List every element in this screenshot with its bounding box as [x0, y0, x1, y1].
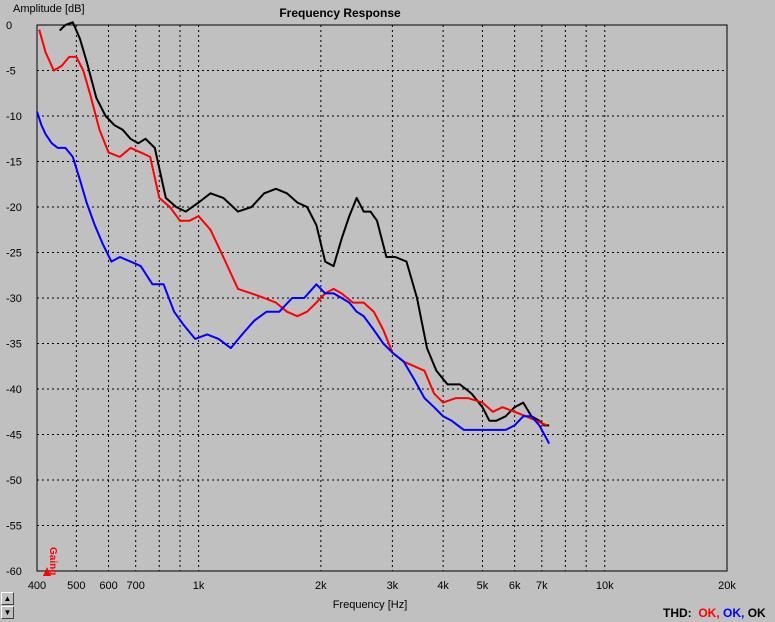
thd-label: THD:: [663, 606, 692, 620]
series-line: [38, 29, 548, 427]
y-tick-label: -60: [6, 566, 22, 578]
x-tick-label: 1k: [193, 580, 205, 592]
gaing-annotation: Gaing: [43, 547, 58, 576]
x-tick-label: 6k: [509, 580, 521, 592]
y-tick-label: -50: [6, 475, 22, 487]
x-tick-label: 2k: [315, 580, 327, 592]
gaing-label: Gaing: [47, 547, 58, 575]
y-tick-label: -40: [6, 384, 22, 396]
x-tick-label: 600: [99, 580, 117, 592]
y-tick-label: 0: [6, 20, 12, 32]
y-tick-label: -45: [6, 430, 22, 442]
thd-value-black: OK: [747, 606, 766, 620]
x-tick-label: 700: [127, 580, 145, 592]
x-tick-label: 3k: [387, 580, 399, 592]
tick-labels: 0 -5 -10 -15 -20 -25 -30 -35 -40 -45 -50 -55 -60 400 5…: [6, 20, 736, 592]
y-tick-label: -55: [6, 521, 22, 533]
scroll-stepper[interactable]: ▲ ▼: [1, 592, 14, 620]
y-tick-label: -20: [6, 202, 22, 214]
x-tick-label: 400: [28, 580, 46, 592]
y-tick-label: -35: [6, 339, 22, 351]
y-axis-label: Amplitude [dB]: [13, 3, 85, 15]
y-tick-label: -25: [6, 248, 22, 260]
series-line: [36, 111, 551, 445]
y-tick-label: -5: [6, 66, 16, 78]
y-tick-label: -30: [6, 293, 22, 305]
x-tick-label: 5k: [477, 580, 489, 592]
x-tick-label: 500: [67, 580, 85, 592]
x-tick-label: 4k: [437, 580, 449, 592]
data-series: [36, 21, 551, 445]
x-tick-label: 20k: [718, 580, 736, 592]
chart-title: Frequency Response: [279, 6, 401, 20]
y-tick-label: -15: [6, 157, 22, 169]
y-tick-label: -10: [6, 111, 22, 123]
grid-lines: [37, 25, 727, 571]
thd-status: THD: OK, OK, OK: [663, 606, 766, 620]
x-tick-label: 10k: [596, 580, 614, 592]
x-axis-label: Frequency [Hz]: [333, 599, 408, 611]
thd-value-blue: OK,: [723, 606, 745, 620]
gaing-arrow-icon: [43, 567, 51, 576]
x-tick-label: 7k: [536, 580, 548, 592]
arrow-down-icon[interactable]: ▼: [1, 606, 14, 619]
series-line: [59, 21, 550, 427]
thd-value-red: OK,: [698, 606, 720, 620]
arrow-up-icon[interactable]: ▲: [1, 592, 14, 605]
